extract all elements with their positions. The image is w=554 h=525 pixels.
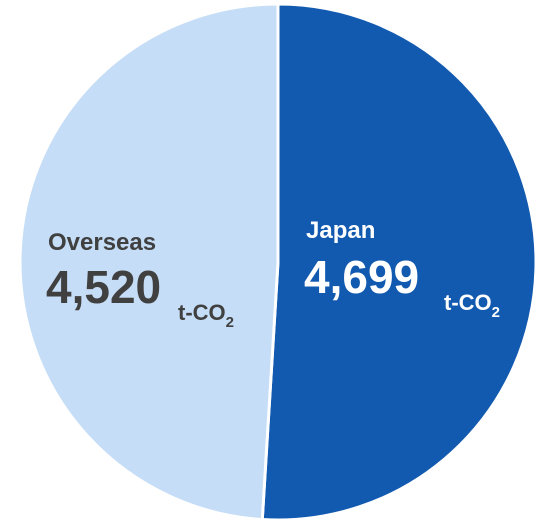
pie-slice-japan bbox=[260, 2, 538, 522]
overseas-category-label: Overseas bbox=[48, 229, 156, 256]
overseas-unit-text: t-CO bbox=[178, 300, 226, 325]
japan-unit-label: t-CO2 bbox=[444, 290, 500, 321]
overseas-unit-subscript: 2 bbox=[226, 314, 234, 331]
pie-slices bbox=[18, 2, 538, 522]
pie-slice-overseas bbox=[18, 2, 280, 522]
japan-value-label: 4,699 bbox=[304, 251, 419, 303]
japan-category-label: Japan bbox=[306, 217, 375, 244]
japan-unit-text: t-CO bbox=[444, 290, 492, 315]
japan-unit-subscript: 2 bbox=[492, 304, 500, 321]
overseas-unit-label: t-CO2 bbox=[178, 300, 234, 331]
overseas-value-label: 4,520 bbox=[46, 261, 161, 313]
